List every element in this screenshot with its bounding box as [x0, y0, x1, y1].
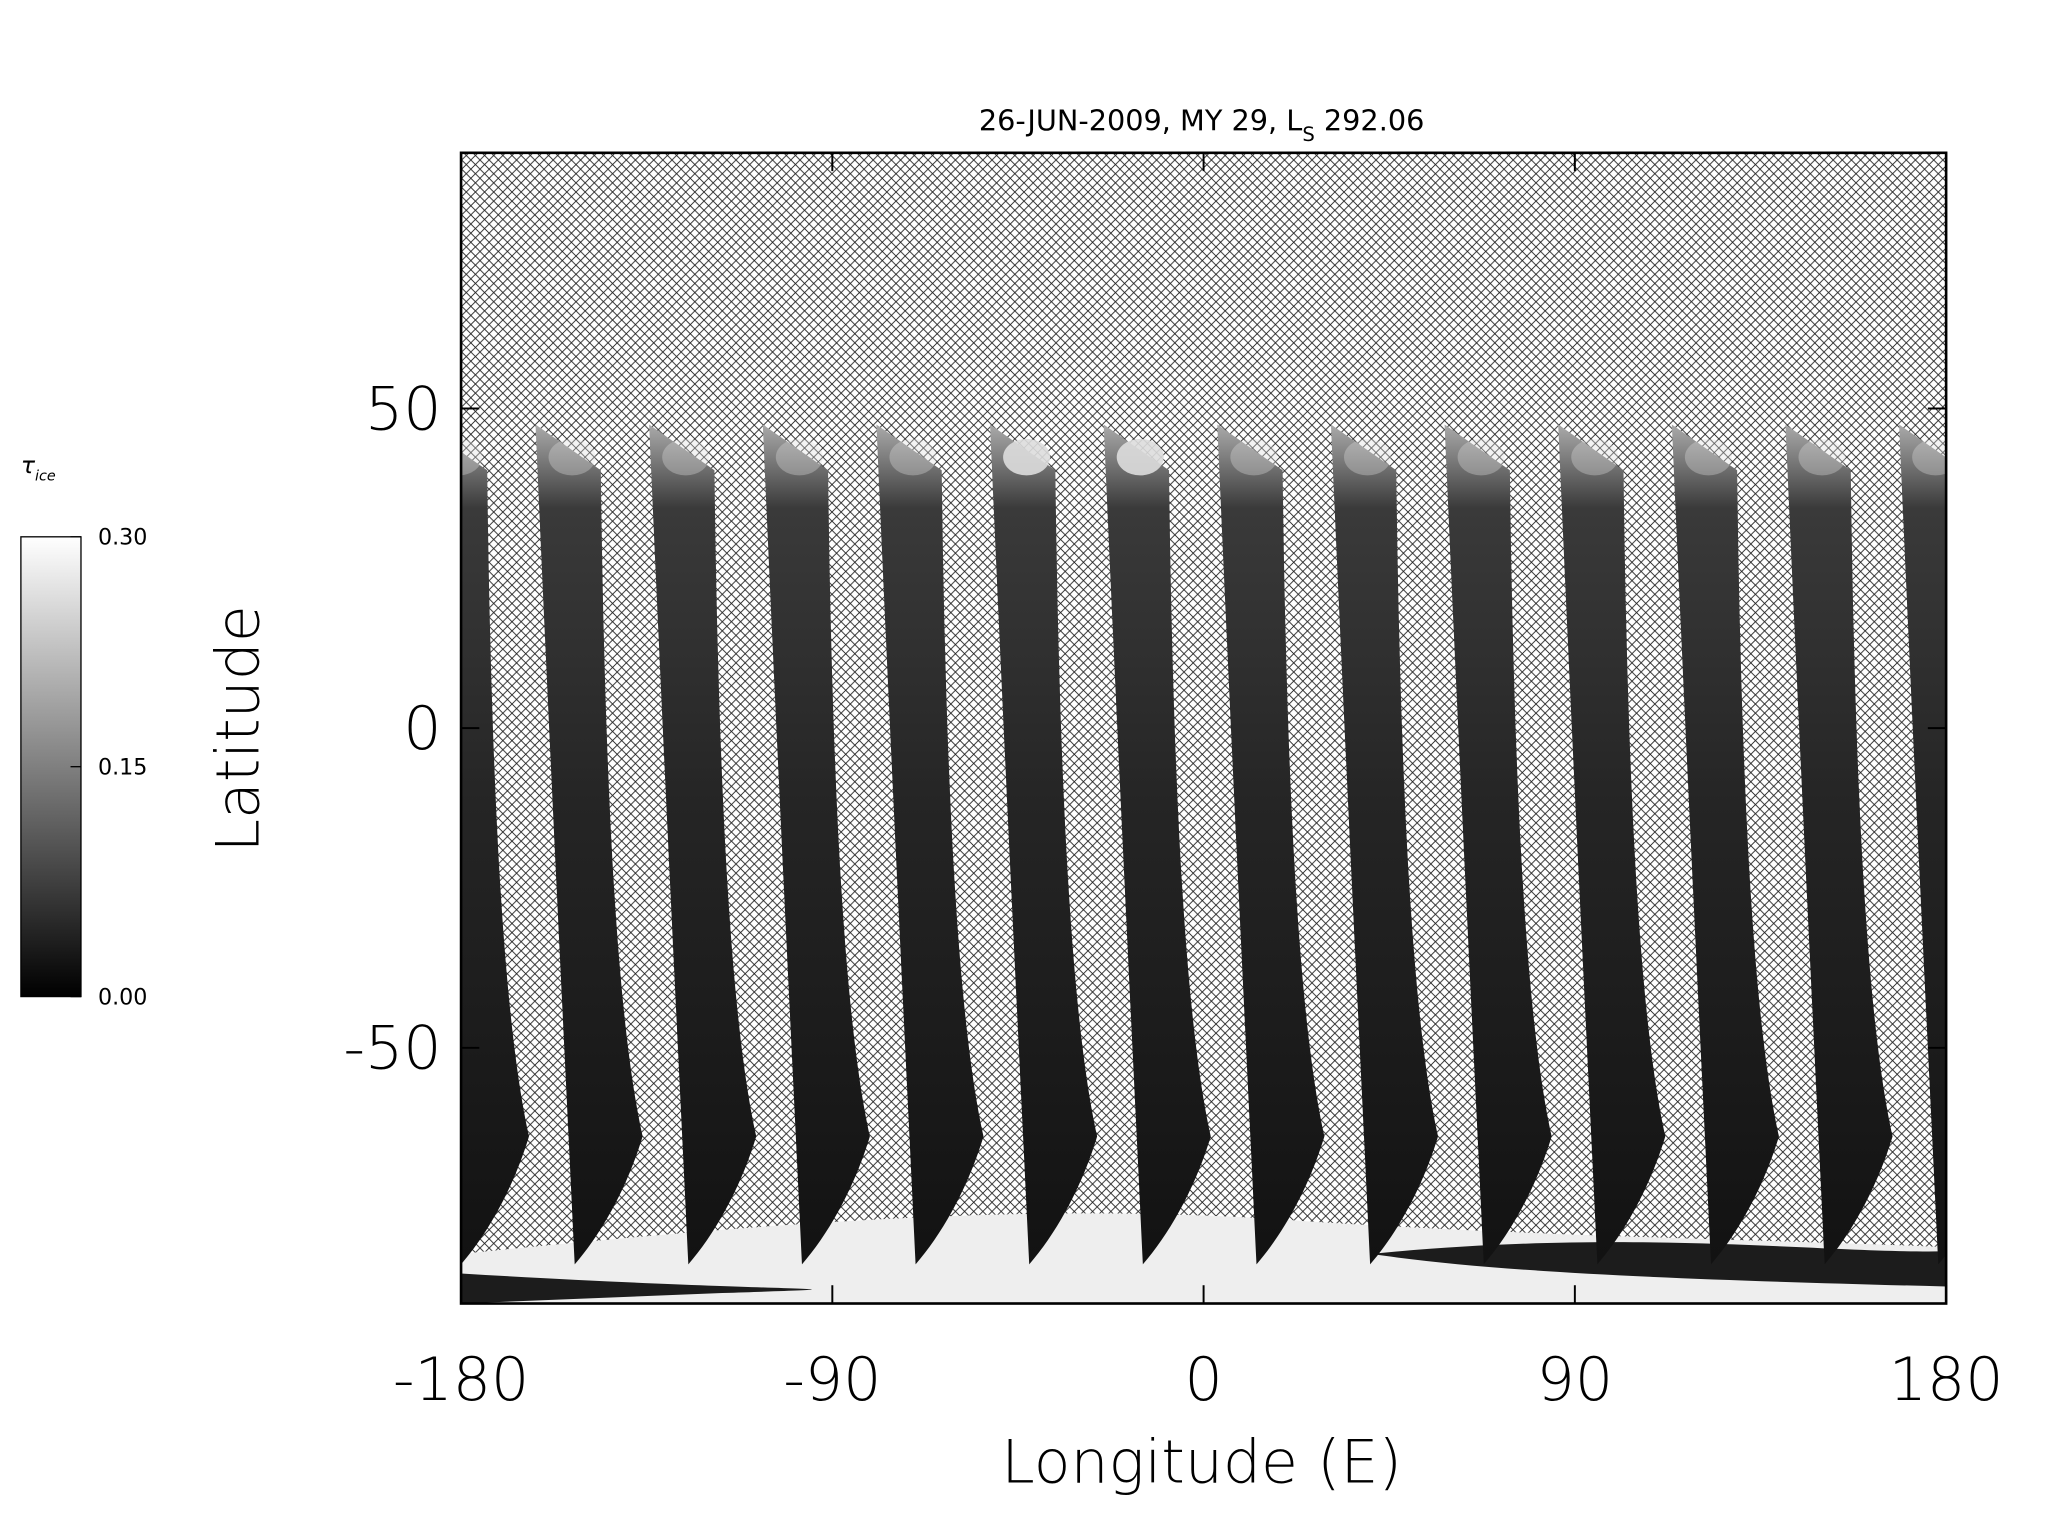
- swath-highlight: [662, 438, 710, 476]
- swath-highlight: [1684, 438, 1732, 476]
- y-tick-label: 50: [365, 374, 441, 444]
- plot-area: [459, 151, 1948, 1305]
- y-tick-label: -50: [343, 1014, 441, 1084]
- swath-highlight: [1912, 438, 1947, 476]
- swath-highlight: [775, 438, 823, 476]
- swath-highlight: [1116, 438, 1164, 476]
- x-tick-label: 180: [1889, 1345, 2004, 1415]
- swath: [1671, 424, 1779, 1265]
- title-suffix: 292.06: [1315, 104, 1425, 138]
- colorbar-label: τice: [21, 451, 56, 485]
- x-tick-label: 90: [1537, 1345, 1613, 1415]
- swath-highlight: [461, 438, 482, 476]
- swath: [1444, 424, 1552, 1265]
- swath: [461, 451, 529, 1265]
- x-tick-label: 0: [1184, 1345, 1222, 1415]
- swath: [1103, 424, 1211, 1265]
- y-axis-label: Latitude: [204, 605, 274, 852]
- swath-highlight: [1457, 438, 1505, 476]
- swath: [762, 424, 870, 1265]
- swath: [876, 424, 984, 1265]
- swath: [1558, 424, 1666, 1265]
- swath-highlight: [889, 438, 937, 476]
- colorbar-tick-label: 0.30: [98, 525, 147, 551]
- swath-highlight: [1571, 438, 1619, 476]
- swath: [1217, 424, 1325, 1265]
- y-tick-label: 0: [403, 694, 441, 764]
- title-subscript: S: [1302, 123, 1314, 146]
- polar-dark: [461, 1242, 1947, 1304]
- polar-cap: [461, 1213, 1947, 1304]
- x-tick-label: -180: [393, 1345, 529, 1415]
- colorbar-subscript: ice: [35, 469, 56, 485]
- swath: [990, 424, 1098, 1265]
- swath: [649, 424, 757, 1265]
- swath-highlight: [548, 438, 596, 476]
- title-text: 26-JUN-2009, MY 29, L: [979, 104, 1302, 138]
- swath: [1330, 424, 1439, 1265]
- chart-title: 26-JUN-2009, MY 29, LS 292.06: [979, 104, 1425, 146]
- swath-highlight: [1003, 438, 1051, 476]
- x-tick-label: -90: [783, 1345, 881, 1415]
- swath: [1899, 424, 1947, 1265]
- colorbar-tick-label: 0.00: [98, 984, 147, 1010]
- swath-highlight: [1798, 438, 1846, 476]
- swaths: [461, 424, 1947, 1304]
- swath: [535, 424, 643, 1265]
- swath-highlight: [1344, 438, 1392, 476]
- x-axis-label: Longitude (E): [1001, 1427, 1402, 1497]
- colorbar-symbol: τ: [21, 451, 36, 479]
- swath: [1785, 424, 1893, 1265]
- swath-highlight: [1230, 438, 1278, 476]
- colorbar-tick-label: 0.15: [98, 755, 147, 781]
